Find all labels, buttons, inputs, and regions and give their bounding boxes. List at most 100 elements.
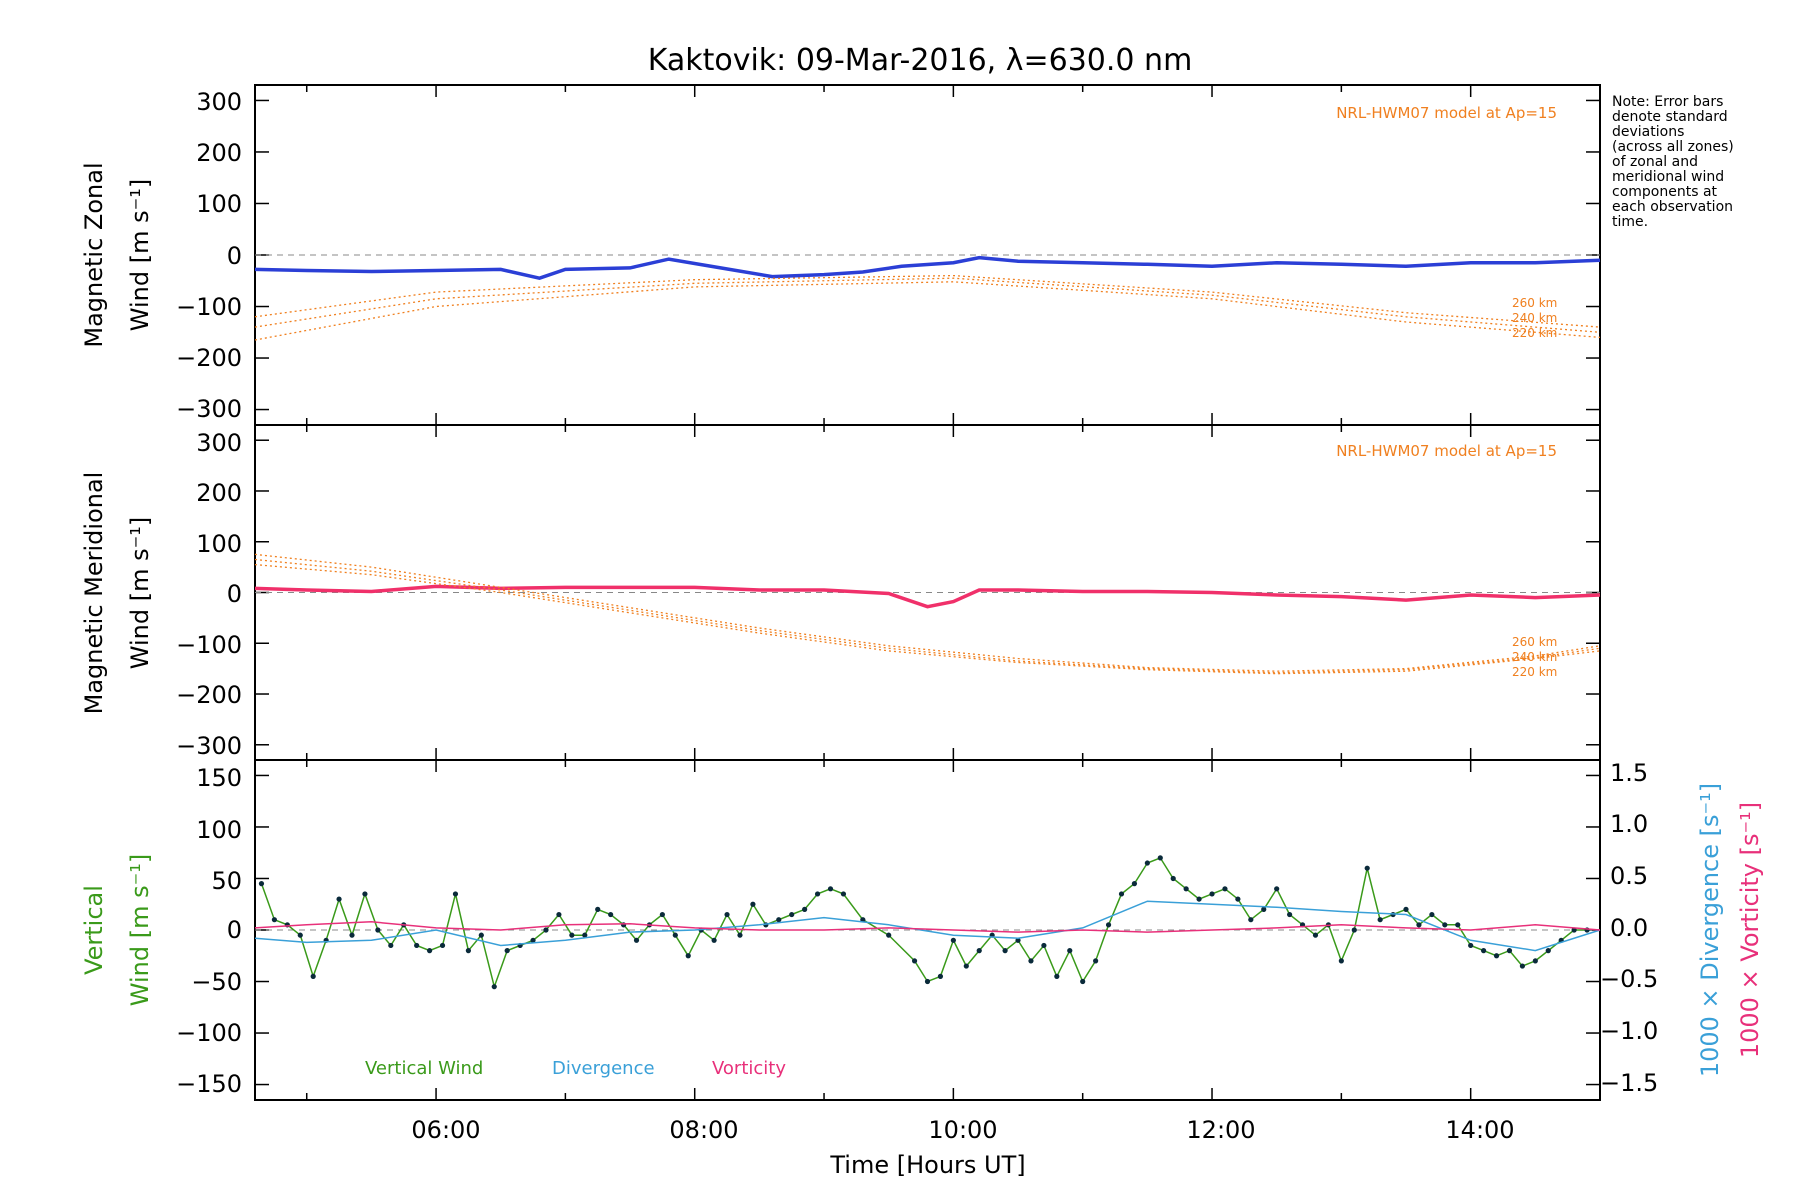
- legend-vertical-wind: Vertical Wind: [365, 1058, 483, 1079]
- vertical-wind-point: [1170, 875, 1176, 882]
- vertical-wind-point: [1248, 917, 1254, 923]
- vertical-wind-point: [349, 932, 355, 938]
- y-tick-label: −200: [176, 344, 242, 372]
- vertical-wind-point: [1493, 953, 1500, 959]
- y-tick-label: 150: [196, 764, 242, 792]
- zonal-model-label: NRL-HWM07 model at Ap=15: [1336, 104, 1557, 122]
- x-tick-label: 06:00: [411, 1116, 480, 1144]
- alt-label: 260 km: [1512, 635, 1557, 649]
- vertical-wind-point: [375, 927, 381, 933]
- vertical-wind-point: [633, 937, 640, 943]
- zonal-mean-line: [254, 255, 1601, 281]
- vertical-wind-point: [1312, 932, 1319, 938]
- legend-vorticity: Vorticity: [712, 1058, 786, 1079]
- note-line: Note: Error bars: [1612, 94, 1723, 110]
- zonal-alt-labels: 260 km 240 km 220 km: [1512, 296, 1557, 340]
- note-line: time.: [1612, 214, 1648, 230]
- alt-label: 240 km: [1512, 311, 1557, 325]
- y-tick-label: −200: [176, 681, 242, 709]
- vertical-wind-point: [388, 942, 394, 949]
- vertical-wind-point: [569, 932, 575, 938]
- alt-label: 220 km: [1512, 665, 1557, 679]
- x-tick-label: 08:00: [669, 1116, 738, 1144]
- vertical-y-ticks: 150 100 50 0 −50 −100 −150: [176, 764, 242, 1098]
- zonal-y-ticks: 300 200 100 0 −100 −200 −300: [176, 88, 242, 423]
- y-tick-label: −100: [176, 1019, 242, 1047]
- meridional-alt-labels: 260 km 240 km 220 km: [1512, 635, 1557, 679]
- zonal-model-line: [254, 274, 1601, 328]
- vertical-wind-point: [1481, 948, 1487, 954]
- vertical-wind-point: [1261, 906, 1267, 912]
- vertical-wind-point: [802, 906, 808, 912]
- vertical-wind-point: [886, 932, 892, 938]
- vertical-wind-point: [789, 911, 795, 918]
- vertical-wind-point: [336, 896, 342, 902]
- vertical-wind-point: [1377, 917, 1383, 923]
- y-tick-label: −150: [176, 1070, 242, 1098]
- y-tick-label: 200: [196, 479, 242, 507]
- chart-marks: [254, 85, 1601, 1100]
- vertical-wind-point: [595, 906, 601, 912]
- note-line: meridional wind: [1612, 169, 1724, 185]
- vertical-wind-point: [362, 891, 368, 897]
- vertical-wind-point: [414, 942, 420, 949]
- y-tick-label: 300: [196, 88, 242, 116]
- vertical-wind-point: [1105, 922, 1112, 928]
- vertical-wind-point: [1364, 865, 1370, 871]
- vertical-wind-point: [491, 984, 497, 990]
- vertical-wind-point: [711, 937, 717, 943]
- vertical-wind-point: [1002, 948, 1008, 954]
- vertical-y2-ticks: 1.5 1.0 0.5 0.0 −0.5 −1.0 −1.5: [1600, 759, 1658, 1097]
- vertical-wind-point: [1351, 927, 1357, 933]
- vertical-wind-point: [452, 891, 459, 897]
- zonal-panel: 300 200 100 0 −100 −200 −300 Magnetic Zo…: [80, 84, 1601, 426]
- vertical-wind-point: [1131, 881, 1138, 887]
- vertical-wind-point: [1338, 958, 1344, 964]
- note-line: components at: [1612, 184, 1718, 200]
- vertical-wind-point: [860, 917, 866, 923]
- y-tick-label: −300: [176, 732, 242, 760]
- vertical-wind-point: [1274, 886, 1280, 892]
- vertical-wind-point: [426, 948, 433, 954]
- divergence-axis-label: 1000 × Divergence [s⁻¹]: [1696, 783, 1724, 1077]
- meridional-ylabel-line1: Magnetic Meridional: [80, 472, 108, 715]
- y-tick-label: 100: [196, 190, 242, 218]
- vertical-wind-point: [750, 901, 756, 907]
- meridional-model-line: [254, 553, 1601, 672]
- vertical-wind-point: [776, 917, 782, 923]
- y2-tick-label: −0.5: [1600, 965, 1658, 993]
- zonal-ylabel-line1: Magnetic Zonal: [80, 162, 108, 347]
- vertical-wind-point: [297, 932, 303, 938]
- vertical-ylabel-line1: Vertical: [80, 885, 108, 975]
- vertical-wind-point: [1144, 860, 1150, 866]
- vertical-wind-point: [1183, 886, 1189, 892]
- alt-label: 240 km: [1512, 650, 1557, 664]
- vertical-wind-point: [1157, 855, 1163, 861]
- vertical-wind-point: [937, 973, 944, 979]
- x-tick-label: 14:00: [1445, 1116, 1514, 1144]
- vertical-wind-point: [1067, 948, 1073, 954]
- vertical-wind-point: [556, 911, 562, 918]
- y-tick-label: 0: [227, 242, 242, 270]
- vertical-wind-point: [1468, 942, 1474, 949]
- y2-tick-label: −1.5: [1600, 1069, 1658, 1097]
- y2-tick-label: 1.5: [1610, 759, 1648, 787]
- vertical-wind-point: [1416, 922, 1422, 928]
- vertical-wind-point: [620, 922, 627, 928]
- vertical-wind-point: [1287, 911, 1293, 918]
- vertical-wind-point: [685, 953, 691, 959]
- legend-divergence: Divergence: [552, 1058, 655, 1079]
- vertical-wind-point: [1442, 922, 1448, 928]
- vertical-wind-point: [1235, 896, 1241, 902]
- y-tick-label: −50: [191, 968, 242, 996]
- vertical-wind-point: [1093, 958, 1099, 964]
- zonal-model-line: [254, 277, 1601, 333]
- y-tick-label: 0: [227, 916, 242, 944]
- vertical-wind-point: [911, 958, 918, 964]
- vertical-wind-point: [478, 932, 484, 938]
- vertical-wind-point: [1118, 891, 1125, 897]
- note-line: denote standard: [1612, 109, 1728, 125]
- vertical-wind-point: [659, 911, 665, 918]
- note-line: of zonal and: [1612, 154, 1698, 170]
